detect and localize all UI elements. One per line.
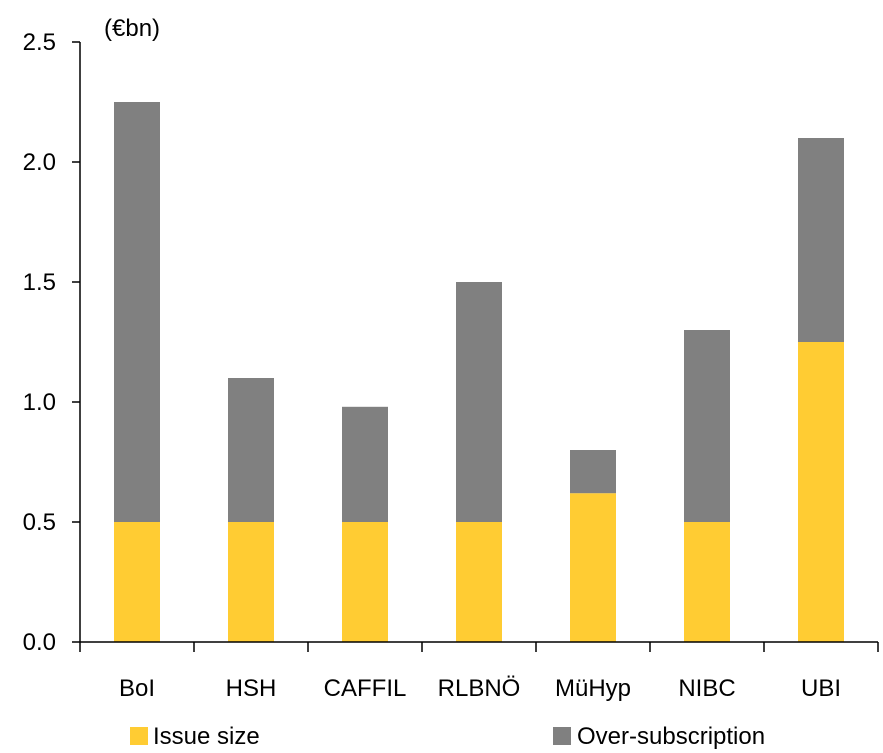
bars-group — [114, 102, 844, 642]
legend-swatch-issue-size — [130, 727, 148, 745]
y-tick-label-1: 0.5 — [23, 509, 56, 536]
legend-swatch-over-subscription — [553, 727, 571, 745]
x-tick-label-2: CAFFIL — [324, 675, 407, 702]
y-tick-label-2: 1.0 — [23, 389, 56, 416]
bar-over-subscription-3 — [456, 282, 502, 522]
legend-label-issue-size: Issue size — [153, 723, 260, 750]
bar-over-subscription-4 — [570, 450, 616, 494]
legend-label-over-subscription: Over-subscription — [577, 723, 765, 750]
x-tick-label-3: RLBNÖ — [438, 675, 521, 702]
y-tick-label-0: 0.0 — [23, 629, 56, 656]
bar-over-subscription-6 — [798, 138, 844, 342]
bar-over-subscription-1 — [228, 378, 274, 522]
y-tick-label-5: 2.5 — [23, 29, 56, 56]
x-tick-label-4: MüHyp — [555, 675, 631, 702]
bar-issue-size-0 — [114, 522, 160, 642]
bar-issue-size-4 — [570, 493, 616, 642]
bar-over-subscription-5 — [684, 330, 730, 522]
bar-issue-size-6 — [798, 342, 844, 642]
y-tick-label-4: 2.0 — [23, 149, 56, 176]
x-tick-label-1: HSH — [226, 675, 277, 702]
bar-issue-size-3 — [456, 522, 502, 642]
bar-over-subscription-2 — [342, 406, 388, 522]
y-tick-label-3: 1.5 — [23, 269, 56, 296]
bar-issue-size-2 — [342, 522, 388, 642]
bar-issue-size-1 — [228, 522, 274, 642]
x-tick-label-5: NIBC — [678, 675, 735, 702]
bar-issue-size-5 — [684, 522, 730, 642]
legend: Issue size Over-subscription — [130, 723, 765, 750]
y-axis-unit-label: (€bn) — [104, 15, 160, 42]
x-tick-label-0: BoI — [119, 675, 155, 702]
x-tick-label-6: UBI — [801, 675, 841, 702]
bar-over-subscription-0 — [114, 102, 160, 522]
axes-group: 0.0 0.5 1.0 1.5 2.0 2.5 BoI HSH CAFFIL RLBNÖ MüHyp… — [23, 29, 879, 702]
